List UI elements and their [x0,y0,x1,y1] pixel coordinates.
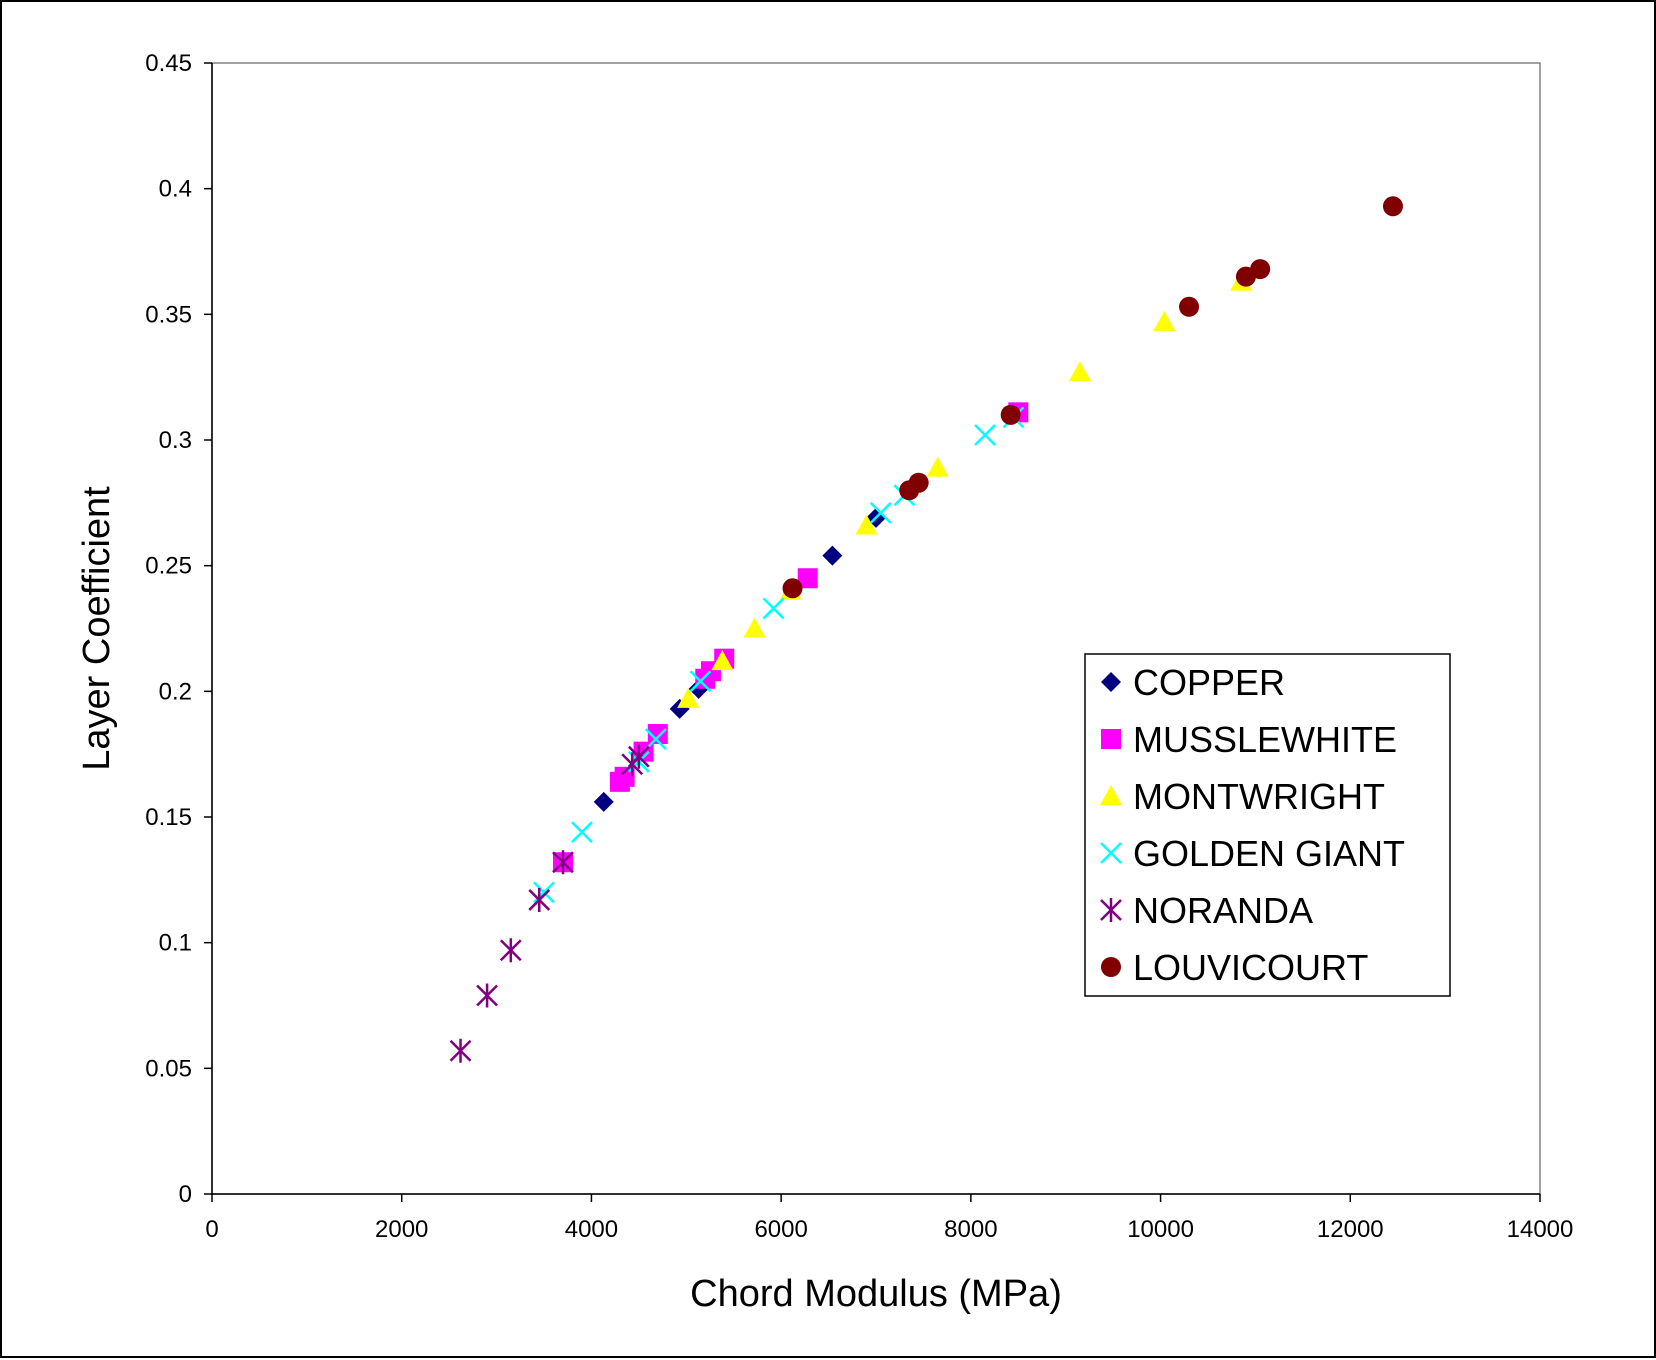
data-point [571,821,593,843]
legend-marker [1100,842,1122,864]
y-tick-label: 0.4 [159,176,192,203]
series-golden-giant [533,406,1025,904]
y-axis-ticks: 0 0.05 0.1 0.15 0.2 0.25 0.3 0.35 0.4 0.45 [145,50,212,1208]
data-point [908,472,929,493]
x-tick-label: 2000 [375,1216,428,1243]
data-point [1000,404,1021,425]
data-point [449,1038,472,1063]
y-tick-label: 0.35 [145,301,192,328]
data-point [593,791,614,812]
data-point [711,650,734,671]
legend-item: NORANDA [1100,890,1313,931]
y-tick-label: 0.25 [145,553,192,580]
x-axis-title: Chord Modulus (MPa) [690,1273,1062,1315]
y-tick-label: 0.1 [159,930,192,957]
legend-marker [1100,785,1122,805]
legend-item: MONTWRIGHT [1100,776,1385,817]
y-tick-label: 0.3 [159,427,192,454]
legend-item: MUSSLEWHITE [1101,719,1397,760]
data-point [528,887,551,912]
y-tick-label: 0.2 [159,678,192,705]
series-noranda [449,744,650,1063]
legend-label: NORANDA [1133,890,1313,931]
data-points [449,196,1403,1063]
legend-item: COPPER [1101,662,1285,703]
data-point [1250,259,1271,280]
x-tick-label: 6000 [754,1216,807,1243]
data-point [797,568,818,589]
y-tick-label: 0.45 [145,50,192,77]
x-tick-label: 12000 [1317,1216,1384,1243]
data-point [627,744,650,769]
legend-label: MONTWRIGHT [1133,776,1385,817]
x-tick-label: 4000 [565,1216,618,1243]
data-point [822,545,843,566]
y-tick-label: 0 [179,1181,192,1208]
data-point [552,850,574,875]
legend-label: GOLDEN GIANT [1133,833,1405,874]
legend: COPPER MUSSLEWHITE MONTWRIGHT GOLDEN GIANT N… [1084,653,1451,997]
data-point [677,687,700,708]
data-point [1179,296,1200,317]
legend-marker [1101,729,1121,749]
legend-box [1084,653,1451,997]
data-point [1382,196,1403,217]
y-tick-label: 0.15 [145,804,192,831]
x-tick-label: 14000 [1507,1216,1574,1243]
data-point [974,424,996,446]
x-tick-label: 0 [205,1216,218,1243]
data-point [476,983,498,1008]
series-montwright [677,270,1253,708]
legend-marker [1101,957,1121,977]
data-point [926,456,949,477]
data-point [1068,361,1091,382]
series-louvicourt [782,196,1403,599]
legend-item: LOUVICOURT [1101,947,1368,988]
series-copper [593,507,886,812]
legend-item: GOLDEN GIANT [1100,833,1405,874]
y-tick-label: 0.05 [145,1055,192,1082]
legend-label: LOUVICOURT [1133,947,1368,988]
data-point [645,728,667,750]
data-point [647,724,668,745]
data-point [499,938,522,963]
legend-label: COPPER [1133,662,1285,703]
series-musslewhite [552,402,1029,873]
legend-label: MUSSLEWHITE [1133,719,1397,760]
data-point [855,514,878,535]
data-point [743,617,766,638]
legend-marker [1100,898,1122,922]
x-tick-label: 8000 [944,1216,997,1243]
data-point [762,597,785,620]
x-tick-label: 10000 [1127,1216,1194,1243]
x-axis-ticks: 0 2000 4000 6000 8000 10000 12000 14000 [205,1194,1573,1243]
legend-marker [1101,672,1121,692]
data-point [782,578,803,599]
data-point [869,502,892,524]
data-point [1153,310,1176,331]
data-point [689,670,712,693]
plot-area [211,62,1541,1195]
y-axis-title: Layer Coefficient [76,486,118,771]
